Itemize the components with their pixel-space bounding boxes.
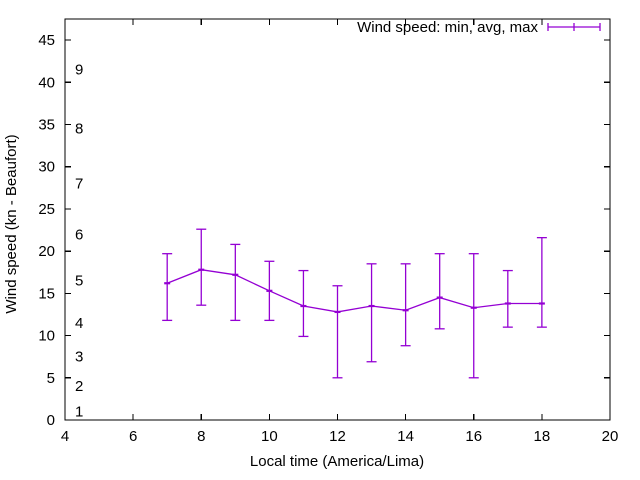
average-line	[166, 269, 542, 313]
beaufort-label: 9	[75, 62, 83, 79]
beaufort-label: 6	[75, 226, 83, 243]
x-tick-label: 4	[61, 428, 69, 445]
beaufort-label: 2	[75, 378, 83, 395]
beaufort-scale-labels: 1 2 3 4 5 6 7 8 9	[75, 62, 83, 421]
x-axis-ticks	[64, 19, 611, 420]
beaufort-label: 1	[75, 404, 83, 421]
y-axis-tick-labels: 0 5 10 15 20 25 30 35 40 45	[38, 32, 55, 429]
y-axis-title: Wind speed (kn - Beaufort)	[3, 134, 20, 313]
y-tick-label: 0	[47, 412, 55, 429]
legend-sample-errorbar	[547, 23, 601, 31]
y-tick-label: 45	[38, 32, 55, 49]
series-wind-speed	[162, 228, 547, 379]
beaufort-label: 4	[75, 315, 83, 332]
y-tick-label: 35	[38, 117, 55, 134]
beaufort-label: 3	[75, 349, 83, 366]
x-tick-label: 6	[129, 428, 137, 445]
x-tick-label: 18	[534, 428, 551, 445]
x-tick-label: 10	[261, 428, 278, 445]
y-tick-label: 30	[38, 159, 55, 176]
legend: Wind speed: min, avg, max	[357, 19, 601, 36]
y-tick-label: 25	[38, 201, 55, 218]
y-tick-label: 15	[38, 285, 55, 302]
x-tick-label: 20	[602, 428, 619, 445]
y-tick-label: 20	[38, 243, 55, 260]
x-tick-label: 8	[197, 428, 205, 445]
y-tick-label: 40	[38, 74, 55, 91]
x-tick-label: 12	[329, 428, 346, 445]
x-axis-tick-labels: 4 6 8 10 12 14 16 18 20	[61, 428, 619, 445]
x-tick-label: 16	[465, 428, 482, 445]
y-tick-label: 10	[38, 328, 55, 345]
beaufort-label: 7	[75, 176, 83, 193]
error-bar	[162, 253, 173, 322]
x-axis-title: Local time (America/Lima)	[250, 453, 424, 470]
x-tick-label: 14	[397, 428, 414, 445]
beaufort-label: 5	[75, 273, 83, 290]
y-tick-label: 5	[47, 370, 55, 387]
y-axis-ticks	[65, 39, 610, 421]
legend-label: Wind speed: min, avg, max	[357, 19, 538, 36]
beaufort-label: 8	[75, 121, 83, 138]
